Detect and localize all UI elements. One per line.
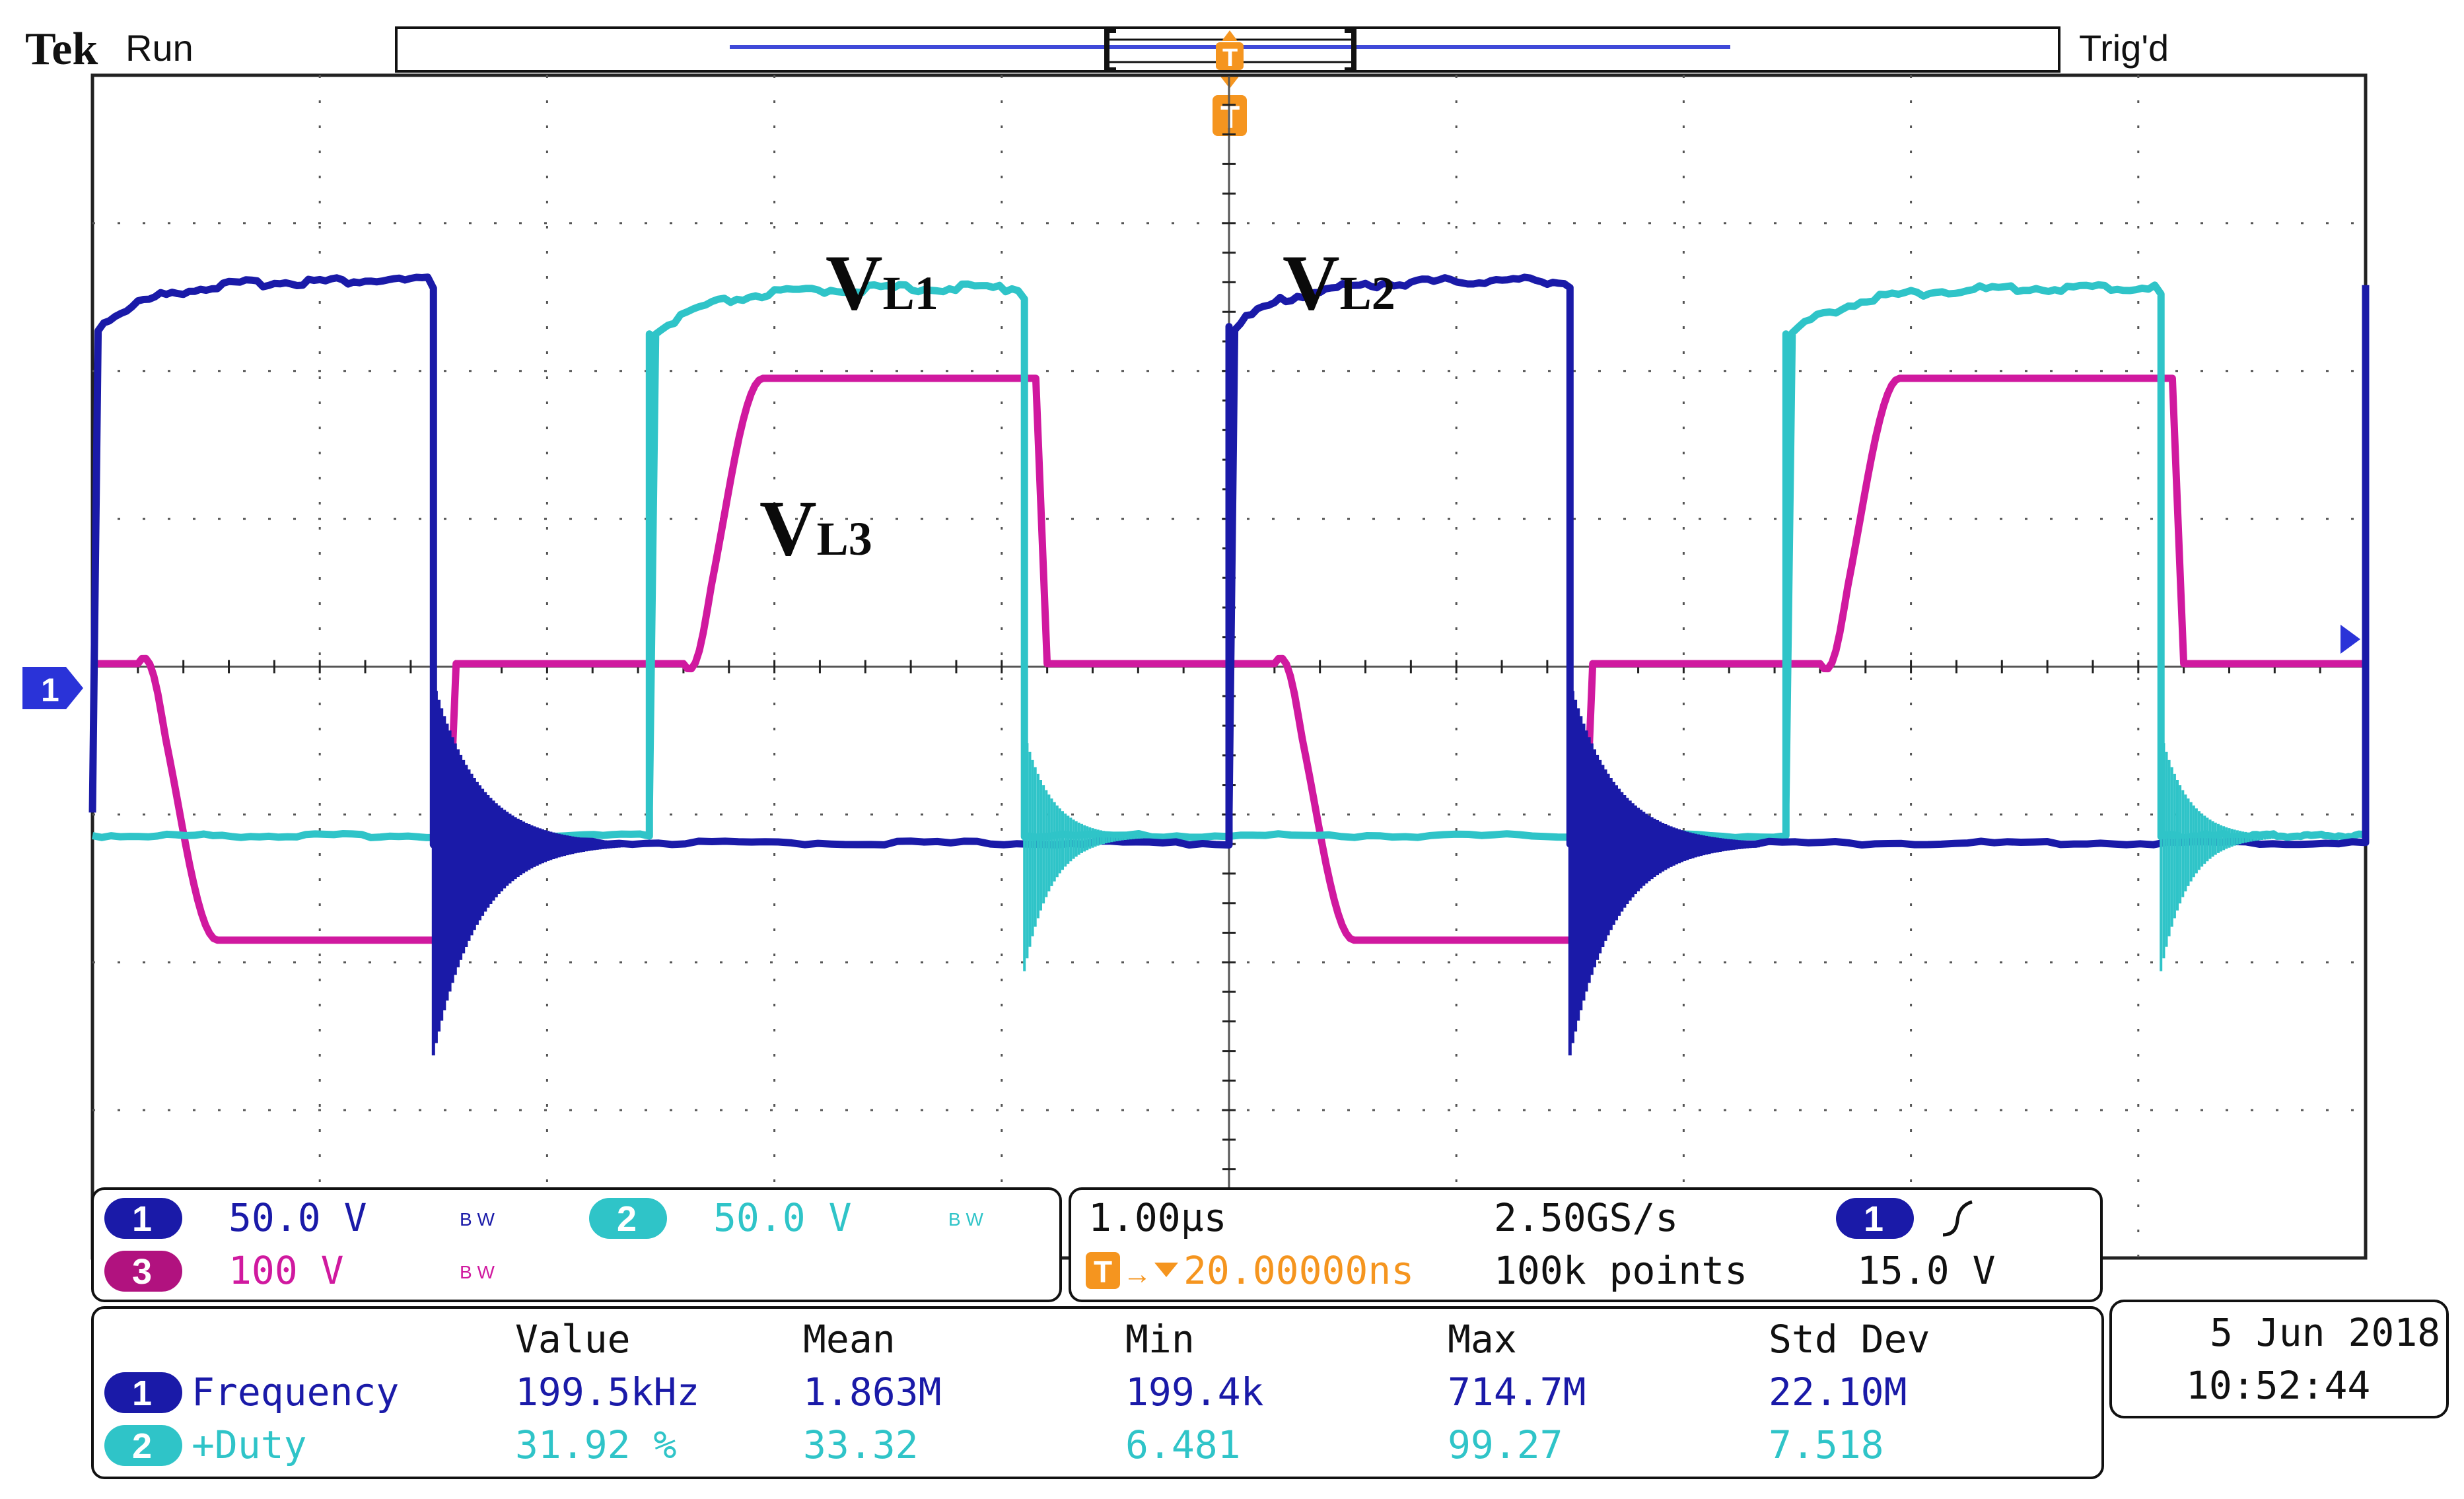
svg-text:T: T — [1094, 1255, 1112, 1289]
ch2-bw-indicator: B W — [948, 1209, 983, 1230]
svg-text:99.27: 99.27 — [1448, 1422, 1563, 1467]
ch2-badge[interactable]: 2 — [589, 1198, 667, 1239]
svg-text:33.32: 33.32 — [803, 1422, 919, 1467]
svg-text:6.481: 6.481 — [1125, 1422, 1241, 1467]
svg-text:714.7M: 714.7M — [1448, 1370, 1586, 1414]
svg-text:Min: Min — [1125, 1317, 1195, 1362]
svg-text:1: 1 — [132, 1199, 152, 1239]
ch1-trace — [88, 273, 2370, 849]
svg-text:1: 1 — [41, 672, 59, 709]
svg-text:31.92 %: 31.92 % — [515, 1422, 676, 1467]
trigger-source-badge[interactable]: 1 — [1836, 1198, 1914, 1239]
trigger-position-value: 20.00000ns — [1183, 1248, 1414, 1293]
datetime-box: 5 Jun 2018 10:52:44 — [2109, 1300, 2449, 1418]
svg-text:Std Dev: Std Dev — [1769, 1317, 1930, 1362]
svg-text:1: 1 — [132, 1374, 152, 1413]
trigger-level: 15.0 V — [1857, 1248, 1996, 1293]
svg-text:1: 1 — [1864, 1199, 1883, 1239]
measurements-header: Value Mean Min Max Std Dev — [515, 1317, 1930, 1362]
svg-text:Mean: Mean — [803, 1317, 896, 1362]
waveforms — [88, 273, 2370, 1056]
label-vl3: VL3 — [759, 484, 872, 572]
measurements-panel[interactable]: Value Mean Min Max Std Dev 1 Frequency 1… — [91, 1306, 2104, 1479]
ch1-scale: 50.0 V — [229, 1195, 367, 1240]
ch3-bw-indicator: B W — [460, 1262, 495, 1282]
brand-logo: Tek — [25, 24, 98, 75]
rising-edge-icon — [1942, 1200, 1973, 1237]
ch3-scale: 100 V — [229, 1248, 344, 1293]
ch3-badge[interactable]: 3 — [104, 1251, 182, 1292]
svg-text:199.4k: 199.4k — [1125, 1370, 1264, 1414]
ch1-ground-marker[interactable]: 1 — [22, 667, 83, 709]
svg-text:Value: Value — [515, 1317, 631, 1362]
date: 5 Jun 2018 — [2210, 1310, 2440, 1355]
ch2-scale: 50.0 V — [713, 1195, 852, 1240]
svg-text:Frequency: Frequency — [192, 1370, 399, 1414]
svg-text:2: 2 — [132, 1426, 152, 1466]
ch1-badge[interactable]: 1 — [104, 1198, 182, 1239]
svg-text:Max: Max — [1448, 1317, 1517, 1362]
svg-text:199.5kHz: 199.5kHz — [515, 1370, 699, 1414]
svg-text:3: 3 — [132, 1252, 152, 1292]
ch1-offscreen-arrow — [2341, 625, 2360, 654]
svg-text:1.863M: 1.863M — [803, 1370, 942, 1414]
label-vl2: VL2 — [1283, 238, 1395, 326]
svg-text:2: 2 — [617, 1199, 637, 1239]
measurement-row-duty[interactable]: 2 +Duty 31.92 % 33.32 6.481 99.27 7.518 — [104, 1422, 1884, 1467]
record-length: 100k points — [1494, 1248, 1747, 1293]
run-state: Run — [125, 27, 194, 69]
ch3-trace — [92, 374, 2366, 944]
svg-text:T: T — [1220, 100, 1240, 135]
ch1-bw-indicator: B W — [460, 1209, 495, 1230]
svg-text:22.10M: 22.10M — [1769, 1370, 1907, 1414]
svg-text:T: T — [1222, 44, 1238, 72]
svg-text:7.518: 7.518 — [1769, 1422, 1884, 1467]
time-per-div: 1.00µs — [1088, 1195, 1227, 1240]
channel-settings-panel[interactable]: 1 50.0 V B W 2 50.0 V B W 3 100 V B W — [91, 1187, 1062, 1302]
label-vl1: VL1 — [826, 238, 938, 326]
ch2-ringing — [1023, 733, 2351, 971]
svg-text:+Duty: +Duty — [192, 1422, 307, 1467]
trigger-position-icon: T → — [1086, 1252, 1178, 1290]
sample-rate: 2.50GS/s — [1494, 1195, 1678, 1240]
measurement-row-frequency[interactable]: 1 Frequency 199.5kHz 1.863M 199.4k 714.7… — [104, 1370, 1907, 1414]
trigger-status: Trig'd — [2079, 27, 2169, 69]
horizontal-trigger-panel[interactable]: 1.00µs 2.50GS/s 1 T → 20.00000ns 100k po… — [1069, 1187, 2103, 1302]
ch1-ringing — [431, 681, 1760, 1056]
time: 10:52:44 — [2186, 1363, 2370, 1408]
svg-text:→: → — [1123, 1258, 1152, 1290]
